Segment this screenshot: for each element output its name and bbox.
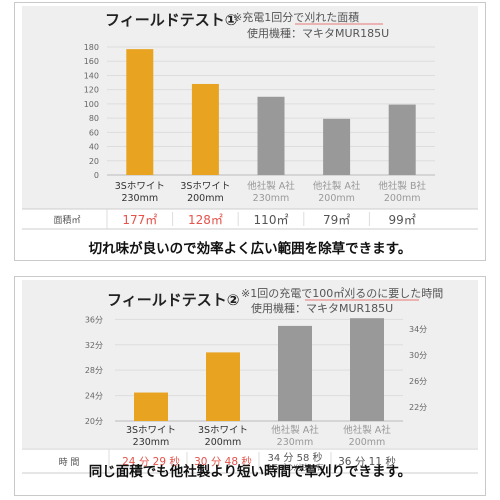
chart-1-y-tick: 40 <box>89 143 99 152</box>
chart-1-table-value: 128㎡ <box>188 213 223 227</box>
chart-1-bar <box>323 118 351 175</box>
field-test-2-panel: フィールドテスト② ※1回の充電で100㎡刈るのに要した時間 使用機種：マキタMUR… <box>14 276 486 496</box>
chart-1-y-tick: 100 <box>84 100 99 109</box>
chart-2-note-1: ※1回の充電で100㎡刈るのに要した時間 <box>241 286 443 300</box>
chart-2-y-tick-right: 30分 <box>409 351 427 360</box>
chart-2-bar <box>134 392 168 421</box>
chart-1-x-label-size: 230mm <box>121 193 158 204</box>
chart-2-title: フィールドテスト② <box>107 291 239 309</box>
field-test-1-panel: フィールドテスト① ※充電1回分で刈れた面積使用機種：マキタMUR185U 0 20 4… <box>14 2 486 261</box>
chart-1-y-tick: 140 <box>84 71 99 80</box>
chart-1-y-tick: 60 <box>89 128 99 137</box>
chart-1-x-label: 他社製 A社 <box>313 180 361 192</box>
chart-1-y-tick: 160 <box>84 57 99 66</box>
chart-2-table-value: 24 分 29 秒 <box>122 455 180 468</box>
field-test-2-chart-area <box>22 280 478 448</box>
chart-1-x-label: 他社製 A社 <box>247 180 295 192</box>
chart-2-y-tick-left: 28分 <box>85 366 103 375</box>
chart-2-table-note: 9.5㎡の刈残し有 <box>267 462 324 472</box>
chart-2-x-label: 他社製 A社 <box>343 424 391 436</box>
chart-2-bar <box>278 325 312 421</box>
chart-1-table-value: 79㎡ <box>323 213 350 227</box>
chart-1-x-label: 3Sホワイト <box>180 181 230 192</box>
chart-1-table-value: 177㎡ <box>122 213 157 227</box>
chart-2-y-tick-right: 34分 <box>409 325 427 334</box>
chart-2-y-tick-left: 20分 <box>85 417 103 426</box>
chart-1-x-label-size: 200mm <box>384 193 421 204</box>
chart-2-bar <box>350 318 384 421</box>
chart-1-note-2: 使用機種：マキタMUR185U <box>247 26 389 40</box>
chart-1-note-1: ※充電1回分で刈れた面積 <box>233 10 359 24</box>
chart-2-table-label: 時 間 <box>59 457 80 468</box>
chart-2-x-label-size: 200mm <box>349 437 386 448</box>
chart-1-bar <box>126 49 154 176</box>
chart-2-x-label-size: 200mm <box>205 437 242 448</box>
chart-1-bar <box>257 96 285 175</box>
chart-2-table-value: 36 分 11 秒 <box>338 455 396 468</box>
chart-1-x-label: 3Sホワイト <box>115 181 165 192</box>
chart-2-y-tick-left: 24分 <box>85 392 103 401</box>
chart-1-y-tick: 80 <box>89 114 99 123</box>
chart-1-x-label-size: 200mm <box>187 193 224 204</box>
chart-1-table-label: 面積㎡ <box>53 214 80 226</box>
chart-1-y-tick: 180 <box>84 43 99 52</box>
field-test-1-caption: 切れ味が良いので効率よく広い範囲を除草できます。 <box>88 241 412 257</box>
chart-2-x-label-size: 230mm <box>133 437 170 448</box>
chart-2-table-value: 30 分 48 秒 <box>194 455 252 468</box>
chart-1-bar <box>388 104 416 175</box>
chart-2-x-label-size: 230mm <box>277 437 314 448</box>
field-test-2-chart: フィールドテスト② ※1回の充電で100㎡刈るのに要した時間使用機種：マキタMUR… <box>22 286 478 474</box>
chart-1-x-label-size: 200mm <box>318 193 355 204</box>
chart-2-note-2: 使用機種：マキタMUR185U <box>251 301 393 315</box>
chart-2-y-tick-right: 26分 <box>409 377 427 386</box>
chart-1-x-label-size: 230mm <box>253 193 290 204</box>
chart-1-x-label: 他社製 B社 <box>378 180 426 192</box>
chart-2-x-label: 3Sホワイト <box>126 425 176 436</box>
chart-1-bar <box>191 83 219 175</box>
chart-2-y-tick-right: 22分 <box>409 403 427 412</box>
chart-1-table-value: 99㎡ <box>389 213 416 227</box>
chart-1-y-tick: 120 <box>84 86 99 95</box>
chart-2-bar <box>206 352 240 421</box>
chart-2-y-tick-left: 36分 <box>85 315 103 324</box>
chart-1-y-tick: 20 <box>89 157 99 166</box>
field-test-2-caption: 同じ面積でも他社製より短い時間で草刈りできます。 <box>88 464 412 480</box>
chart-1-table-value: 110㎡ <box>254 213 289 227</box>
chart-2-table-value: 34 分 58 秒 <box>268 451 323 464</box>
chart-2-y-tick-left: 32分 <box>85 341 103 350</box>
chart-1-title: フィールドテスト① <box>105 11 237 29</box>
chart-2-x-label: 他社製 A社 <box>271 424 319 436</box>
chart-2-x-label: 3Sホワイト <box>198 425 248 436</box>
chart-1-y-tick: 0 <box>94 171 99 180</box>
